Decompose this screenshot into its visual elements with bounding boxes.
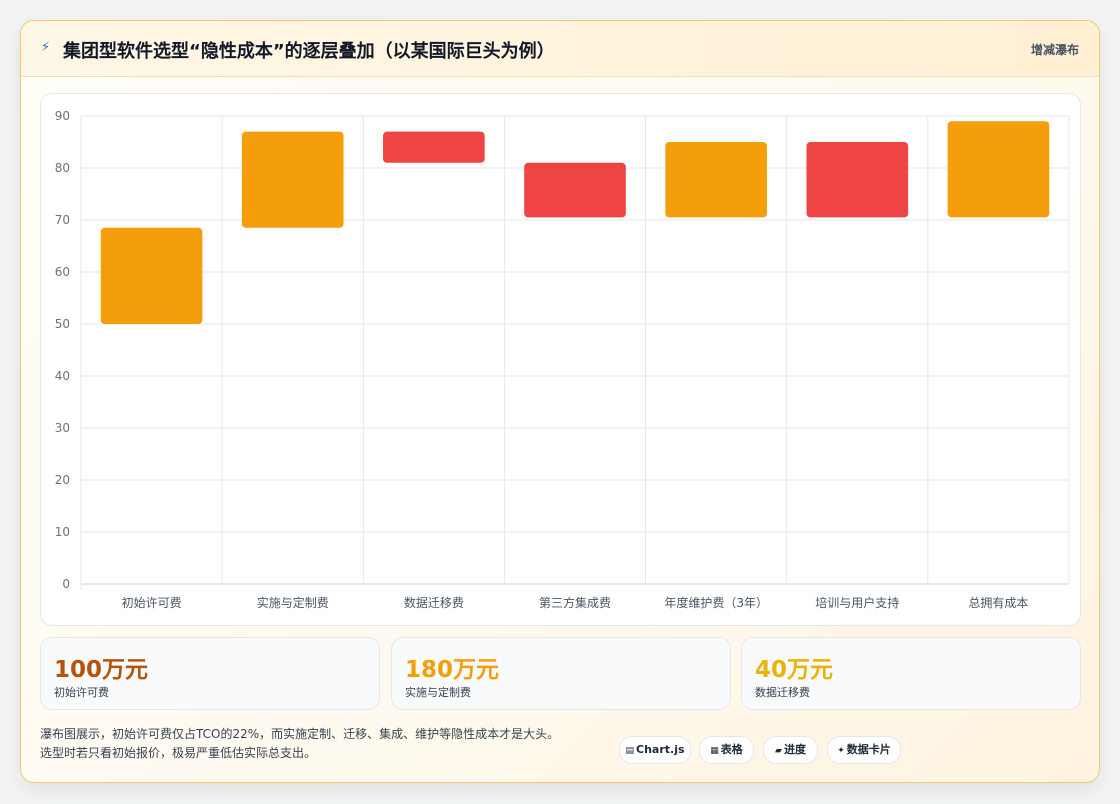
y-tick-label: 70 [55, 213, 70, 227]
data-card-icon: ✦ [837, 746, 845, 756]
pill-data-card[interactable]: ✦ 数据卡片 [827, 736, 901, 764]
page-title: 集团型软件选型“隐性成本”的逐层叠加（以某国际巨头为例） [63, 41, 555, 62]
chart-icon: ▤ [625, 746, 634, 756]
waterfall-bar [241, 131, 344, 228]
y-tick-label: 20 [55, 473, 70, 487]
waterfall-bar [806, 142, 909, 218]
pill-label: 进度 [783, 743, 806, 756]
x-tick-label: 第三方集成费 [539, 595, 611, 610]
x-tick-label: 年度维护费（3年） [664, 595, 768, 610]
stat-value: 180万元 [405, 657, 500, 683]
pill-label: 数据卡片 [846, 743, 891, 756]
y-tick-label: 90 [55, 109, 70, 123]
chart-note: 瀑布图展示，初始许可费仅占TCO的22%，而实施定制、迁移、集成、维护等隐性成本… [40, 725, 615, 763]
y-tick-label: 40 [55, 369, 70, 383]
waterfall-bar [665, 142, 767, 218]
y-tick-label: 50 [55, 317, 70, 331]
waterfall-bar [524, 162, 626, 218]
stat-label: 初始许可费 [54, 686, 109, 699]
y-tick-label: 10 [55, 525, 70, 539]
y-tick-label: 60 [55, 265, 70, 279]
stat-label: 数据迁移费 [755, 686, 810, 699]
y-tick-label: 80 [55, 161, 70, 175]
chart-type-tag: 增减瀑布 [1030, 43, 1079, 57]
lightning-icon: ⚡ [41, 40, 51, 55]
table-icon: ▦ [710, 746, 719, 756]
x-tick-label: 初始许可费 [122, 596, 182, 610]
note-line: 瀑布图展示，初始许可费仅占TCO的22%，而实施定制、迁移、集成、维护等隐性成本… [40, 727, 560, 741]
stat-value: 40万元 [755, 657, 834, 683]
x-tick-label: 总拥有成本 [968, 596, 1028, 610]
stat-card-migration: 40万元 数据迁移费 [741, 637, 1081, 710]
y-tick-label: 0 [62, 577, 70, 591]
stat-card-implementation: 180万元 实施与定制费 [391, 637, 731, 710]
y-tick-label: 30 [55, 421, 70, 435]
x-tick-label: 实施与定制费 [257, 595, 329, 610]
pill-label: 表格 [720, 743, 743, 756]
stat-label: 实施与定制费 [405, 686, 471, 699]
note-line: 选型时若只看初始报价，极易严重低估实际总支出。 [40, 746, 317, 760]
stat-value: 100万元 [54, 657, 149, 683]
waterfall-bar [383, 131, 485, 163]
x-tick-label: 培训与用户支持 [815, 595, 899, 610]
chart-card: ⚡ 集团型软件选型“隐性成本”的逐层叠加（以某国际巨头为例） 增减瀑布 0 10 2… [20, 20, 1100, 783]
stat-card-license: 100万元 初始许可费 [40, 637, 380, 710]
progress-icon: ▰ [775, 746, 782, 756]
pill-progress[interactable]: ▰ 进度 [763, 736, 818, 764]
x-tick-label: 数据迁移费 [404, 595, 464, 610]
waterfall-chart: 0 10 20 30 40 50 60 70 80 90 初始许可费 实施与定制费 数据迁移费 第三方集成… [55, 109, 1070, 610]
card-header: ⚡ 集团型软件选型“隐性成本”的逐层叠加（以某国际巨头为例） 增减瀑布 [21, 21, 1099, 77]
waterfall-bar [947, 121, 1050, 218]
pill-chartjs[interactable]: ▤ Chart.js [619, 736, 691, 764]
pill-table[interactable]: ▦ 表格 [699, 736, 754, 764]
pill-label: Chart.js [636, 743, 685, 756]
chart-area: 0 10 20 30 40 50 60 70 80 90 初始许可费 实施与定制费 数据迁移费 第三方集成… [40, 93, 1081, 626]
waterfall-bar [100, 227, 203, 324]
